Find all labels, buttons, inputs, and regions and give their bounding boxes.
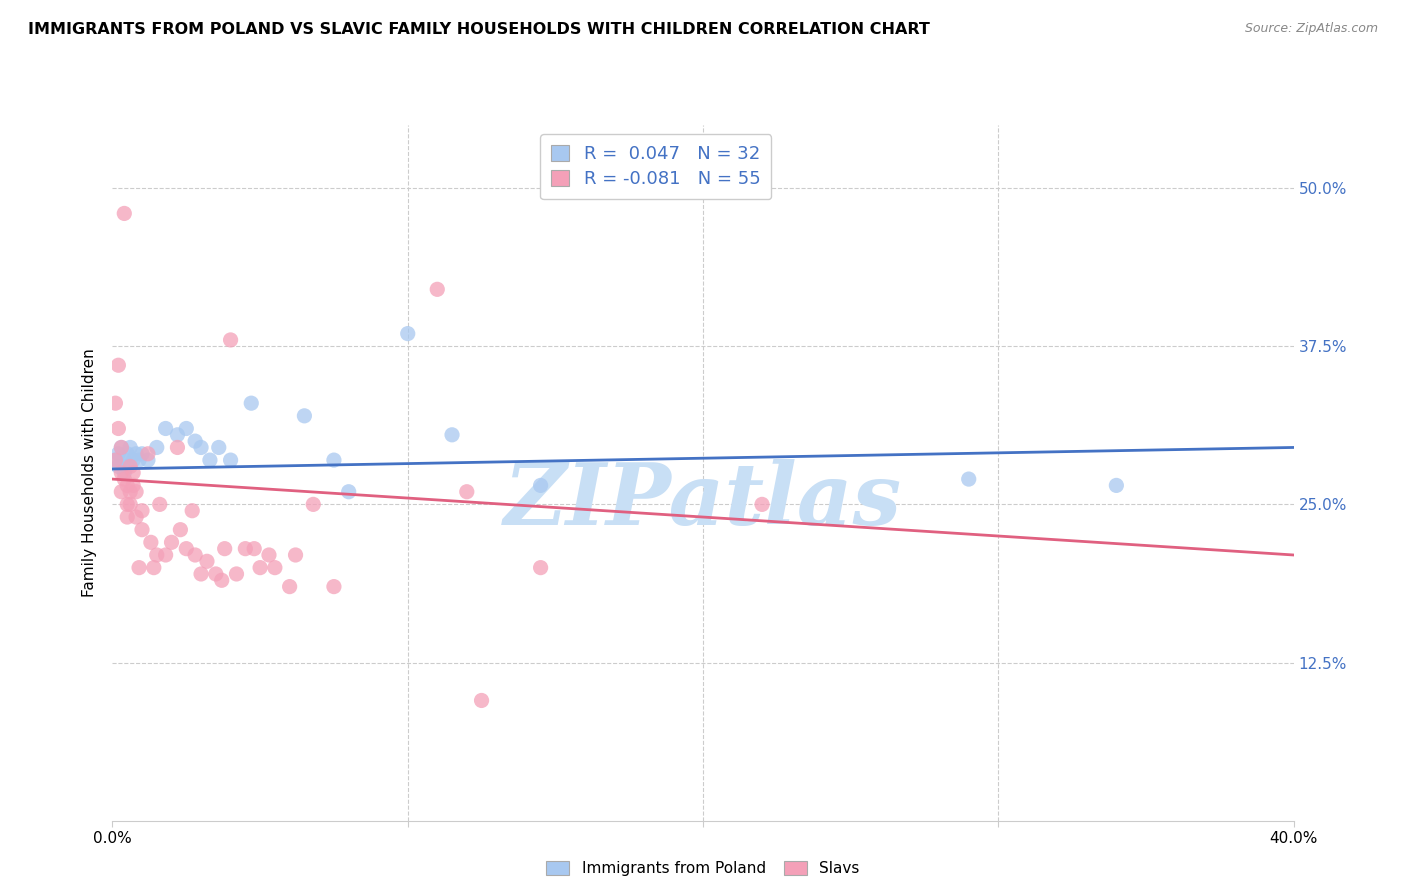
Point [190, 441, 212, 455]
Point [219, 453, 242, 467]
Point [190, 566, 212, 581]
Point [957, 472, 980, 486]
Point [125, 447, 148, 461]
Point [117, 459, 138, 474]
Point [184, 434, 207, 449]
Point [198, 453, 221, 467]
Point [104, 453, 127, 467]
Point [120, 497, 142, 511]
Point [117, 510, 138, 524]
Point [117, 478, 138, 492]
Point [107, 447, 129, 461]
Point [208, 441, 231, 455]
Point [146, 548, 169, 562]
Point [257, 548, 280, 562]
Point [166, 441, 188, 455]
Point [122, 466, 145, 480]
Point [211, 574, 233, 588]
Point [441, 427, 464, 442]
Point [456, 484, 478, 499]
Point [181, 504, 204, 518]
Point [751, 497, 773, 511]
Point [131, 504, 153, 518]
Point [136, 453, 159, 467]
Point [107, 421, 129, 435]
Point [122, 478, 145, 492]
Point [112, 472, 135, 486]
Point [214, 541, 236, 556]
Point [323, 580, 346, 594]
Point [396, 326, 419, 341]
Point [323, 453, 346, 467]
Point [292, 409, 315, 423]
Point [160, 535, 183, 549]
Point [125, 484, 148, 499]
Point [110, 484, 132, 499]
Point [529, 478, 551, 492]
Point [120, 441, 142, 455]
Point [155, 548, 177, 562]
Point [110, 441, 132, 455]
Point [110, 441, 132, 455]
Point [139, 535, 162, 549]
Point [219, 333, 242, 347]
Point [278, 580, 301, 594]
Point [112, 206, 135, 220]
Point [131, 447, 153, 461]
Point [112, 466, 135, 480]
Point [264, 560, 287, 574]
Point [104, 453, 127, 467]
Point [225, 566, 247, 581]
Point [142, 560, 165, 574]
Point [136, 447, 159, 461]
Point [155, 421, 177, 435]
Point [184, 548, 207, 562]
Point [128, 453, 150, 467]
Text: ZIPatlas: ZIPatlas [503, 458, 903, 542]
Y-axis label: Family Households with Children: Family Households with Children [82, 349, 97, 597]
Point [112, 453, 135, 467]
Point [337, 484, 360, 499]
Point [107, 459, 129, 474]
Point [128, 560, 150, 574]
Legend: Immigrants from Poland, Slavs: Immigrants from Poland, Slavs [540, 855, 866, 882]
Point [104, 396, 127, 410]
Text: IMMIGRANTS FROM POLAND VS SLAVIC FAMILY HOUSEHOLDS WITH CHILDREN CORRELATION CHA: IMMIGRANTS FROM POLAND VS SLAVIC FAMILY … [28, 22, 929, 37]
Point [249, 560, 271, 574]
Point [1105, 478, 1128, 492]
Point [195, 554, 218, 568]
Point [120, 484, 142, 499]
Point [149, 497, 172, 511]
Point [470, 693, 494, 707]
Text: Source: ZipAtlas.com: Source: ZipAtlas.com [1244, 22, 1378, 36]
Point [233, 541, 256, 556]
Point [243, 541, 266, 556]
Point [302, 497, 325, 511]
Point [166, 427, 188, 442]
Point [284, 548, 307, 562]
Point [205, 566, 228, 581]
Point [122, 453, 145, 467]
Point [117, 497, 138, 511]
Point [110, 466, 132, 480]
Point [169, 523, 191, 537]
Point [146, 441, 169, 455]
Point [529, 560, 551, 574]
Point [174, 541, 197, 556]
Point [131, 523, 153, 537]
Point [117, 447, 138, 461]
Point [426, 282, 449, 296]
Point [107, 358, 129, 372]
Point [120, 459, 142, 474]
Point [240, 396, 263, 410]
Point [125, 510, 148, 524]
Point [174, 421, 197, 435]
